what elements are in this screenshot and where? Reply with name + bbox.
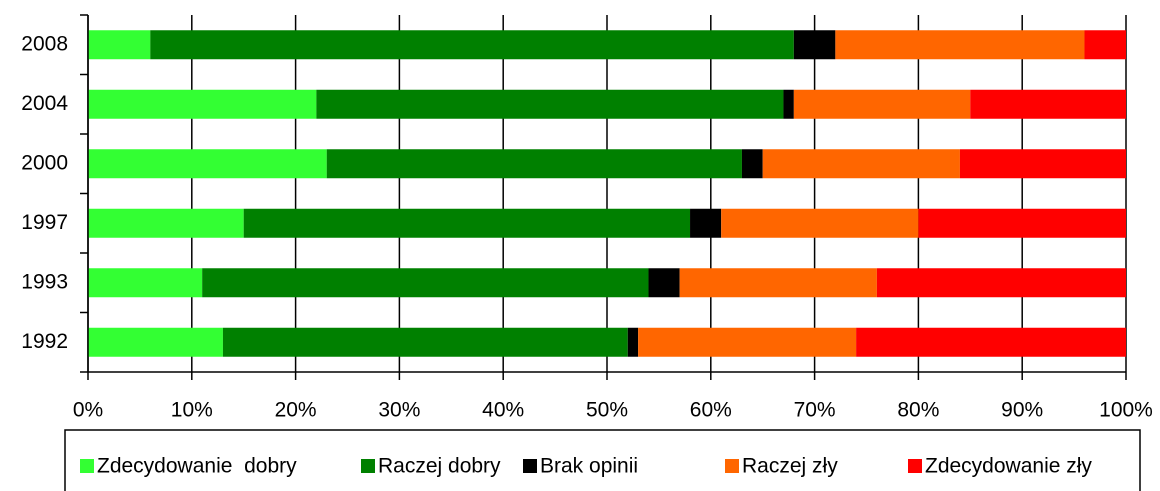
- bar-segment: [876, 268, 1126, 298]
- x-tick-label: 80%: [897, 399, 939, 422]
- bar-segment: [316, 89, 784, 119]
- legend-label: Zdecydowanie dobry: [97, 455, 297, 478]
- bar-segment: [88, 89, 317, 119]
- y-tick-label: 2004: [21, 92, 68, 115]
- bar-segment: [243, 208, 691, 238]
- y-tick-label: 1993: [21, 270, 68, 293]
- bar-segment: [970, 89, 1126, 119]
- bar-segment: [741, 149, 763, 179]
- bar-segment: [1084, 30, 1126, 60]
- legend-label: Zdecydowanie zły: [925, 455, 1092, 478]
- bar-segment: [88, 327, 223, 357]
- bar-segment: [690, 208, 722, 238]
- legend-label: Brak opinii: [540, 455, 638, 478]
- bar-segment: [638, 327, 857, 357]
- bar-segment: [648, 268, 680, 298]
- bar-segment: [679, 268, 877, 298]
- y-tick-label: 2000: [21, 151, 68, 174]
- y-tick-label: 1992: [21, 330, 68, 353]
- bar-segment: [793, 89, 971, 119]
- x-tick-label: 60%: [690, 399, 732, 422]
- legend-swatch: [80, 459, 94, 473]
- bar-segment: [918, 208, 1126, 238]
- bar-segment: [793, 30, 836, 60]
- legend-box: [64, 429, 1141, 491]
- x-tick-label: 100%: [1099, 399, 1153, 422]
- bar-segment: [835, 30, 1085, 60]
- bar-segment: [88, 268, 203, 298]
- bar-segment: [762, 149, 960, 179]
- x-tick-label: 0%: [73, 399, 103, 422]
- bar-segment: [326, 149, 742, 179]
- x-tick-label: 40%: [482, 399, 524, 422]
- y-tick-label: 1997: [21, 211, 68, 234]
- x-tick-label: 70%: [794, 399, 836, 422]
- x-tick-label: 90%: [1001, 399, 1043, 422]
- bar-segment: [88, 208, 244, 238]
- bar-segment: [783, 89, 794, 119]
- legend-swatch: [725, 459, 739, 473]
- x-tick-label: 30%: [378, 399, 420, 422]
- y-tick-label: 2008: [21, 32, 68, 55]
- legend-swatch: [523, 459, 537, 473]
- bar-segment: [721, 208, 919, 238]
- x-tick-label: 20%: [275, 399, 317, 422]
- x-tick-label: 10%: [171, 399, 213, 422]
- bar-segment: [627, 327, 639, 357]
- legend-swatch: [908, 459, 922, 473]
- legend-label: Raczej dobry: [378, 455, 501, 478]
- legend-swatch: [361, 459, 375, 473]
- x-tick-label: 50%: [586, 399, 628, 422]
- bar-segment: [856, 327, 1126, 357]
- bar-segment: [88, 149, 327, 179]
- bar-segment: [88, 30, 151, 60]
- bar-segment: [202, 268, 649, 298]
- bar-segment: [222, 327, 628, 357]
- bar-segment: [959, 149, 1126, 179]
- legend-label: Raczej zły: [742, 455, 838, 478]
- bar-segment: [150, 30, 794, 60]
